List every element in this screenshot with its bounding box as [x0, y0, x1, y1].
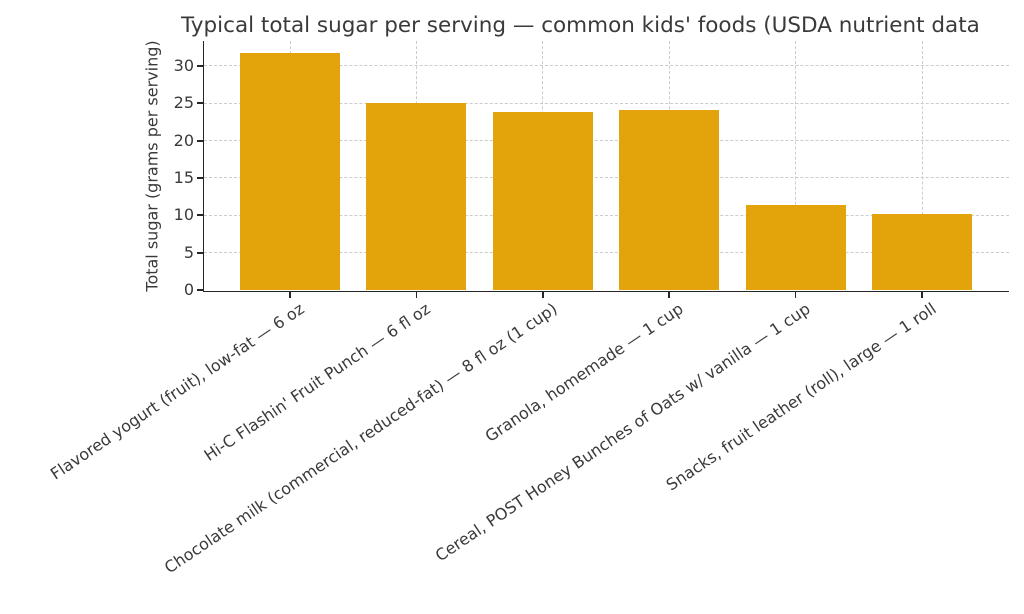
- y-tick-label: 0: [183, 280, 194, 299]
- y-tick-mark: [197, 102, 203, 105]
- h-gridline: [204, 140, 1009, 142]
- y-tick-mark: [197, 251, 203, 254]
- v-gridline: [795, 41, 797, 290]
- v-gridline: [921, 41, 923, 290]
- bar: [619, 110, 720, 290]
- bar: [745, 204, 846, 290]
- x-tick-mark: [921, 292, 923, 298]
- y-axis-spine: [202, 41, 205, 292]
- h-gridline: [204, 65, 1009, 67]
- y-tick-label: 20: [173, 130, 194, 150]
- x-tick-mark: [668, 292, 671, 298]
- bar: [366, 103, 467, 290]
- bar: [240, 53, 340, 290]
- h-gridline: [204, 102, 1009, 104]
- y-tick-label: 30: [173, 55, 194, 75]
- x-axis-spine: [202, 290, 1009, 293]
- x-tick-mark: [415, 292, 418, 298]
- x-tick-mark: [541, 292, 544, 298]
- y-tick-label: 25: [173, 93, 194, 113]
- bar: [872, 213, 972, 290]
- h-gridline: [204, 252, 1009, 254]
- chart-title: Typical total sugar per serving — common…: [181, 13, 980, 38]
- y-tick-mark: [197, 139, 203, 142]
- y-tick-mark: [197, 65, 203, 67]
- bar: [492, 111, 593, 290]
- h-gridline: [204, 177, 1009, 179]
- x-tick-mark: [794, 292, 797, 298]
- y-tick-mark: [197, 214, 203, 217]
- h-gridline: [204, 214, 1009, 216]
- x-tick-mark: [289, 292, 291, 298]
- y-tick-mark: [197, 289, 203, 291]
- y-tick-label: 5: [183, 242, 194, 262]
- y-tick-mark: [197, 177, 203, 179]
- y-tick-label: 10: [173, 205, 194, 225]
- y-tick-label: 15: [173, 167, 194, 187]
